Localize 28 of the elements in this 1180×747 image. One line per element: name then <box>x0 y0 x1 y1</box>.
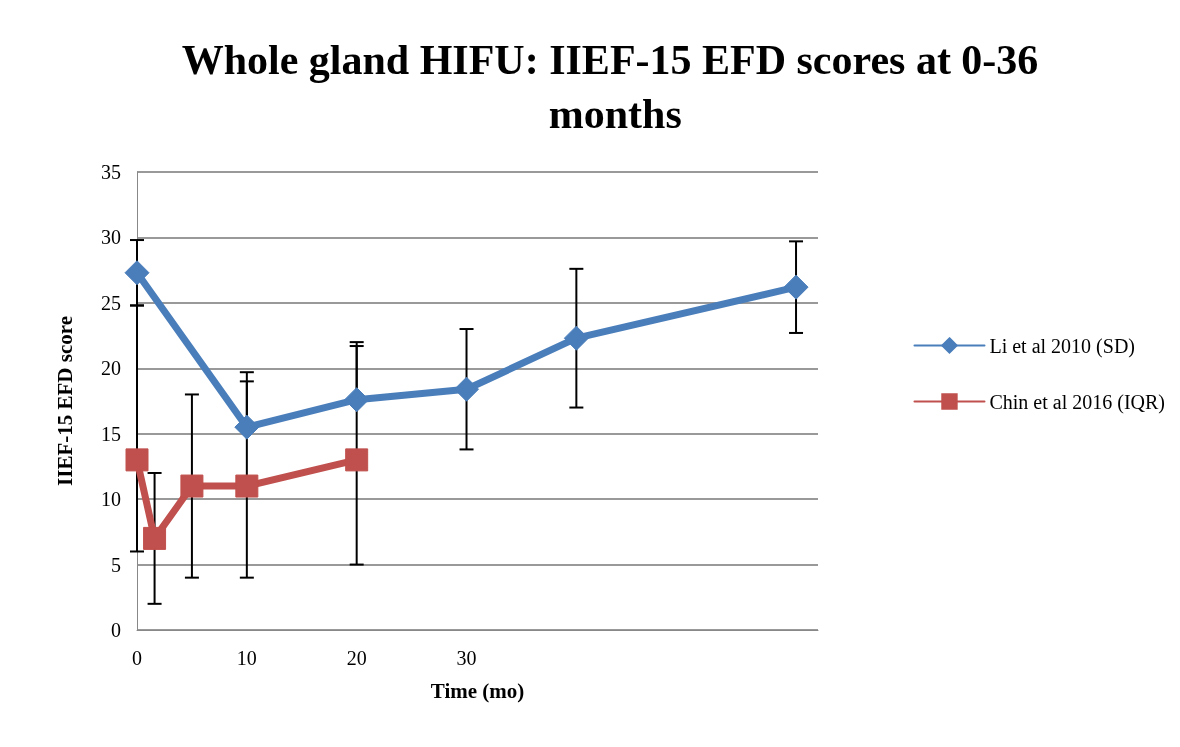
y-tick-label: 35 <box>101 161 121 183</box>
point <box>344 387 370 413</box>
chart-title: Whole gland HIFU: IIEF-15 EFD scores at 0-36 months <box>181 37 1039 137</box>
y-tick-label: 10 <box>101 488 121 511</box>
point <box>124 260 150 286</box>
x-axis-title: Time (mo) <box>430 678 525 703</box>
point <box>345 448 369 472</box>
point <box>143 526 167 550</box>
point <box>235 474 259 498</box>
point <box>180 474 204 498</box>
y-tick-label: 20 <box>101 357 121 380</box>
point <box>783 274 809 300</box>
x-tick-label: 0 <box>132 647 142 669</box>
point <box>125 448 149 472</box>
legend-label: Li et al 2010 (SD) <box>989 334 1135 358</box>
y-tick-label: 30 <box>101 226 121 249</box>
legend-label: Chin et al 2016 (IQR) <box>989 390 1165 414</box>
y-tick-label: 0 <box>111 619 121 641</box>
y-tick-label: 15 <box>101 422 121 445</box>
y-tick-label: 25 <box>101 291 121 314</box>
y-tick-label: 5 <box>111 553 121 576</box>
y-axis-title: IIEF-15 EFD score <box>52 316 77 486</box>
point <box>454 376 480 402</box>
x-tick-label: 20 <box>346 647 367 669</box>
point <box>234 414 260 440</box>
x-tick-label: 30 <box>456 647 477 669</box>
x-tick-label: 10 <box>236 647 257 669</box>
point <box>563 325 589 351</box>
